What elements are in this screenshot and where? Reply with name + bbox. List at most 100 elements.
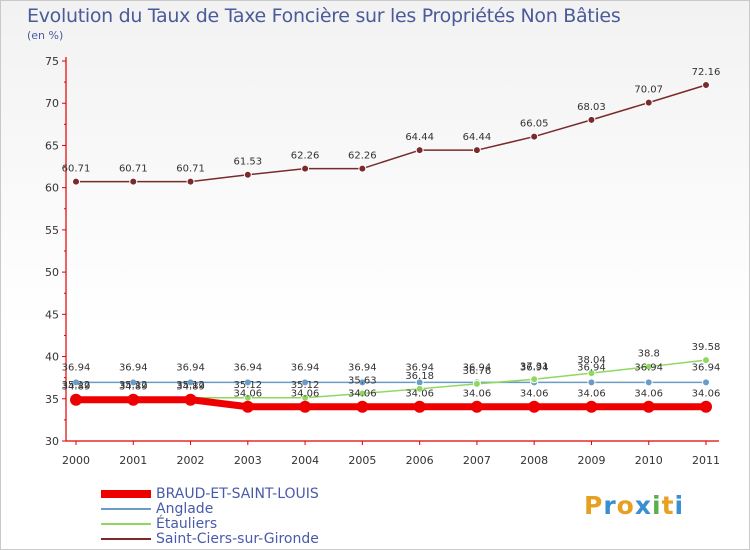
x-tick-label: 2002 [177, 454, 205, 467]
data-label: 34.06 [348, 389, 377, 400]
series-point [299, 400, 312, 413]
series-point [72, 177, 80, 186]
series-point [472, 379, 481, 388]
series-point [358, 378, 367, 387]
data-label: 62.26 [348, 151, 377, 162]
data-label: 60.71 [62, 164, 91, 175]
x-tick-label: 2008 [520, 454, 548, 467]
series-point [129, 378, 138, 387]
x-tick-label: 2003 [234, 454, 262, 467]
x-tick-label: 2007 [463, 454, 491, 467]
data-label: 36.94 [520, 362, 549, 373]
legend-label: Anglade [156, 501, 214, 517]
series-point [644, 98, 653, 107]
series-point [243, 170, 252, 179]
series-point [184, 393, 197, 406]
series-point [127, 393, 140, 406]
data-label: 35.12 [233, 380, 262, 391]
data-label: 60.71 [119, 164, 148, 175]
data-label: 38.04 [577, 355, 606, 366]
series-point [356, 400, 369, 413]
logo-letter: i [674, 491, 685, 520]
series-point [530, 375, 539, 384]
data-label: 64.44 [463, 132, 492, 143]
x-tick-label: 2009 [577, 454, 605, 467]
series-line [72, 396, 710, 411]
series-point [587, 369, 596, 378]
data-label: 34.89 [176, 382, 205, 393]
series-point [530, 132, 539, 141]
y-tick-label: 45 [45, 308, 59, 321]
data-label: 72.16 [692, 67, 721, 78]
data-label: 70.07 [634, 85, 663, 96]
logo-letter: P [584, 491, 604, 520]
data-label: 34.89 [119, 382, 148, 393]
data-label: 36.76 [463, 366, 492, 377]
data-label: 36.94 [348, 362, 377, 373]
data-label: 68.03 [577, 102, 606, 113]
series-line [75, 84, 707, 183]
data-label: 35.12 [62, 380, 91, 391]
x-tick-label: 2011 [692, 454, 720, 467]
logo-letter: t [661, 491, 675, 520]
legend-swatch [101, 490, 151, 498]
data-label: 64.44 [405, 132, 434, 143]
x-tick-label: 2006 [406, 454, 434, 467]
series-point [72, 378, 80, 387]
data-label: 36.94 [577, 362, 606, 373]
legend-label: Saint-Ciers-sur-Gironde [156, 531, 319, 547]
data-label: 34.06 [233, 389, 262, 400]
series-point [700, 400, 712, 413]
data-label: 36.94 [692, 362, 721, 373]
series-point [528, 400, 541, 413]
legend-swatch [101, 538, 151, 540]
data-label: 61.53 [233, 157, 262, 168]
x-tick-label: 2000 [62, 454, 90, 467]
data-label: 36.94 [463, 362, 492, 373]
data-label: 36.94 [62, 362, 91, 373]
data-label: 34.06 [692, 389, 721, 400]
y-tick-label: 55 [45, 224, 59, 237]
series-point [642, 400, 655, 413]
data-label: 34.06 [405, 389, 434, 400]
y-tick-label: 35 [45, 393, 59, 406]
data-label: 35.12 [119, 380, 148, 391]
series-point [301, 378, 310, 387]
y-tick-label: 65 [45, 139, 59, 152]
data-label: 36.94 [405, 362, 434, 373]
data-label: 35.12 [176, 380, 205, 391]
logo-letter: r [603, 491, 617, 520]
logo-letter: i [652, 491, 662, 520]
proxiti-logo: Proxiti [584, 491, 684, 520]
series-point [70, 393, 82, 406]
y-tick-label: 40 [45, 351, 59, 364]
data-label: 34.06 [577, 389, 606, 400]
data-label: 38.8 [638, 349, 660, 360]
series-point [702, 80, 710, 89]
series-point [587, 378, 596, 387]
chart-subtitle: (en %) [27, 29, 64, 42]
series-point [587, 115, 596, 124]
series-point [243, 378, 252, 387]
series-point [358, 389, 367, 398]
series-point [415, 384, 424, 393]
data-label: 60.71 [176, 164, 205, 175]
series-point [186, 177, 195, 186]
x-tick-label: 2004 [291, 454, 319, 467]
data-label: 62.26 [291, 151, 320, 162]
legend-label: Étauliers [156, 516, 218, 532]
logo-letter: o [616, 491, 635, 520]
chart-title: Evolution du Taux de Taxe Foncière sur l… [27, 5, 621, 27]
y-tick-label: 60 [45, 182, 59, 195]
data-label: 34.06 [463, 389, 492, 400]
y-tick-label: 70 [45, 97, 59, 110]
x-tick-label: 2005 [348, 454, 376, 467]
data-label: 37.31 [520, 361, 549, 372]
data-label: 36.94 [233, 362, 262, 373]
x-tick-label: 2001 [119, 454, 147, 467]
data-label: 34.89 [62, 382, 91, 393]
series-point [585, 400, 598, 413]
data-label: 34.06 [291, 389, 320, 400]
